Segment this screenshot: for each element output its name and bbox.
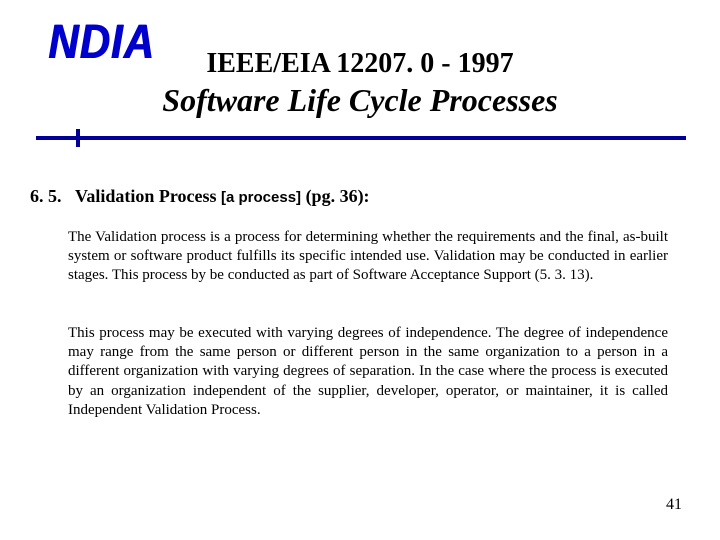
title-subtitle: Software Life Cycle Processes <box>0 82 720 119</box>
slide-title-block: IEEE/EIA 12207. 0 - 1997 Software Life C… <box>0 48 720 119</box>
horizontal-rule <box>36 136 686 140</box>
paragraph-1: The Validation process is a process for … <box>68 228 668 286</box>
rule-tick <box>76 129 80 147</box>
title-standard: IEEE/EIA 12207. 0 - 1997 <box>0 48 720 80</box>
page-number: 41 <box>666 496 682 514</box>
section-page-ref: (pg. 36): <box>306 186 370 206</box>
section-name: Validation Process <box>75 186 217 206</box>
paragraph-2: This process may be executed with varyin… <box>68 324 668 420</box>
section-number: 6. 5. <box>30 186 62 206</box>
section-heading: 6. 5. Validation Process [a process] (pg… <box>30 186 370 207</box>
rule-line <box>36 136 686 140</box>
section-tag: [a process] <box>221 189 301 206</box>
